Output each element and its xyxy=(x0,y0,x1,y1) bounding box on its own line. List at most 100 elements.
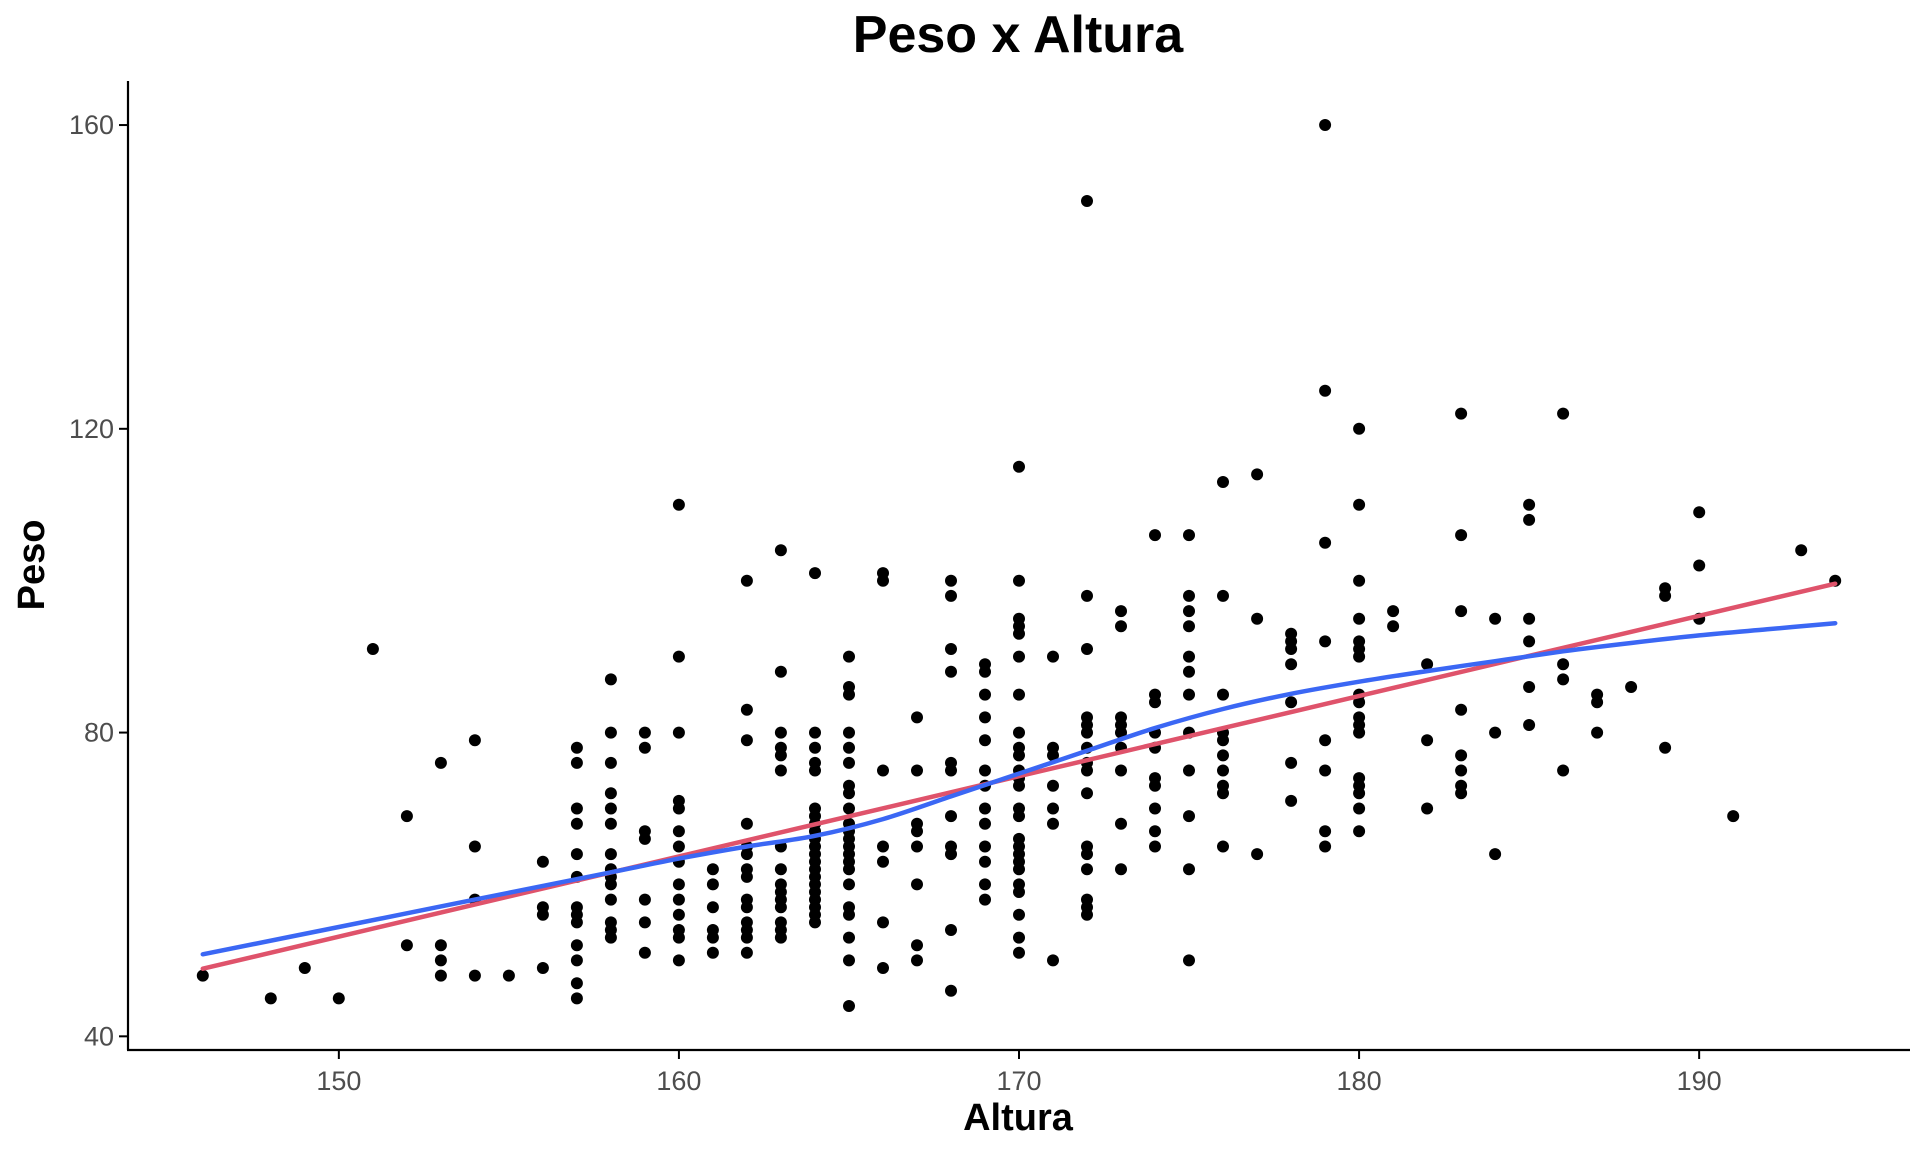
data-point xyxy=(1081,863,1093,876)
data-point xyxy=(638,832,651,845)
data-point xyxy=(843,650,855,663)
data-point xyxy=(809,726,821,739)
data-point xyxy=(1013,574,1025,587)
data-point xyxy=(774,665,787,678)
data-point xyxy=(1319,536,1332,549)
y-tick-label: 160 xyxy=(69,110,114,140)
data-point xyxy=(638,916,651,929)
data-point xyxy=(434,969,447,982)
data-point xyxy=(604,726,617,739)
smooth-fit-line xyxy=(200,620,1838,957)
data-point xyxy=(911,764,923,777)
data-point xyxy=(945,848,957,861)
data-point xyxy=(740,946,753,959)
data-point xyxy=(1115,863,1127,876)
data-point xyxy=(1047,954,1059,967)
data-point xyxy=(604,931,617,944)
data-point xyxy=(706,931,719,944)
data-point xyxy=(672,498,685,511)
data-point xyxy=(672,802,685,815)
data-point xyxy=(774,749,787,762)
data-point xyxy=(1013,931,1025,944)
data-point xyxy=(1285,794,1298,807)
data-point xyxy=(1013,460,1025,473)
data-point xyxy=(672,893,685,906)
data-point xyxy=(1319,384,1332,397)
y-tick-label: 120 xyxy=(69,414,114,444)
data-point xyxy=(604,848,617,861)
data-point xyxy=(672,931,685,944)
data-point xyxy=(264,992,277,1005)
data-point xyxy=(1455,529,1468,542)
data-point xyxy=(1149,779,1161,792)
data-point xyxy=(570,992,583,1005)
data-point xyxy=(1115,817,1127,830)
data-point xyxy=(979,734,991,747)
data-point xyxy=(843,802,855,815)
data-point xyxy=(706,863,719,876)
data-point xyxy=(740,734,753,747)
data-point xyxy=(1217,734,1229,747)
data-point xyxy=(740,817,753,830)
data-point xyxy=(672,840,685,853)
data-point xyxy=(774,544,787,557)
data-point xyxy=(1319,840,1332,853)
data-point xyxy=(843,931,855,944)
data-point xyxy=(1013,946,1025,959)
data-point xyxy=(1659,741,1672,754)
data-point xyxy=(979,688,991,701)
data-point xyxy=(979,855,991,868)
data-point xyxy=(843,1000,855,1012)
data-point xyxy=(1591,696,1604,709)
data-point xyxy=(1115,605,1127,618)
chart-title: Peso x Altura xyxy=(853,6,1184,64)
data-point xyxy=(1013,688,1025,701)
data-point xyxy=(672,825,685,838)
data-point xyxy=(332,992,345,1005)
data-point xyxy=(1047,817,1059,830)
data-point xyxy=(1115,764,1127,777)
data-point xyxy=(945,643,957,655)
data-point xyxy=(945,764,957,777)
data-point xyxy=(1523,681,1536,693)
data-point xyxy=(1557,407,1570,420)
data-point xyxy=(1693,559,1706,572)
data-point xyxy=(570,802,583,815)
data-point xyxy=(1183,589,1195,602)
data-point xyxy=(740,574,753,587)
data-point xyxy=(1557,658,1570,671)
data-point xyxy=(1727,810,1740,823)
data-point xyxy=(1013,863,1025,876)
data-point xyxy=(911,939,923,952)
y-tick-label: 40 xyxy=(84,1021,114,1051)
data-point xyxy=(1251,848,1264,861)
x-axis-title: Altura xyxy=(963,1097,1074,1139)
data-point xyxy=(638,946,651,959)
fit-lines xyxy=(200,581,1838,971)
data-point xyxy=(740,703,753,716)
data-point xyxy=(1217,840,1229,853)
data-point xyxy=(843,726,855,739)
data-point xyxy=(1523,719,1536,731)
data-point xyxy=(774,863,787,876)
data-point xyxy=(604,787,617,800)
data-point xyxy=(1353,422,1366,435)
data-point xyxy=(1183,863,1195,876)
data-point xyxy=(1183,665,1195,678)
data-point xyxy=(366,643,379,655)
data-point xyxy=(1047,802,1059,815)
data-point xyxy=(1081,908,1093,921)
data-point xyxy=(1013,908,1025,921)
data-point xyxy=(1455,703,1468,716)
data-point xyxy=(1217,688,1229,701)
data-point xyxy=(1047,749,1059,762)
data-point xyxy=(434,954,447,967)
data-points xyxy=(196,119,1842,1012)
x-tick-label: 160 xyxy=(656,1066,701,1096)
data-point xyxy=(843,954,855,967)
data-point xyxy=(1319,734,1332,747)
data-point xyxy=(843,787,855,800)
data-point xyxy=(1285,643,1298,655)
data-point xyxy=(809,764,821,777)
